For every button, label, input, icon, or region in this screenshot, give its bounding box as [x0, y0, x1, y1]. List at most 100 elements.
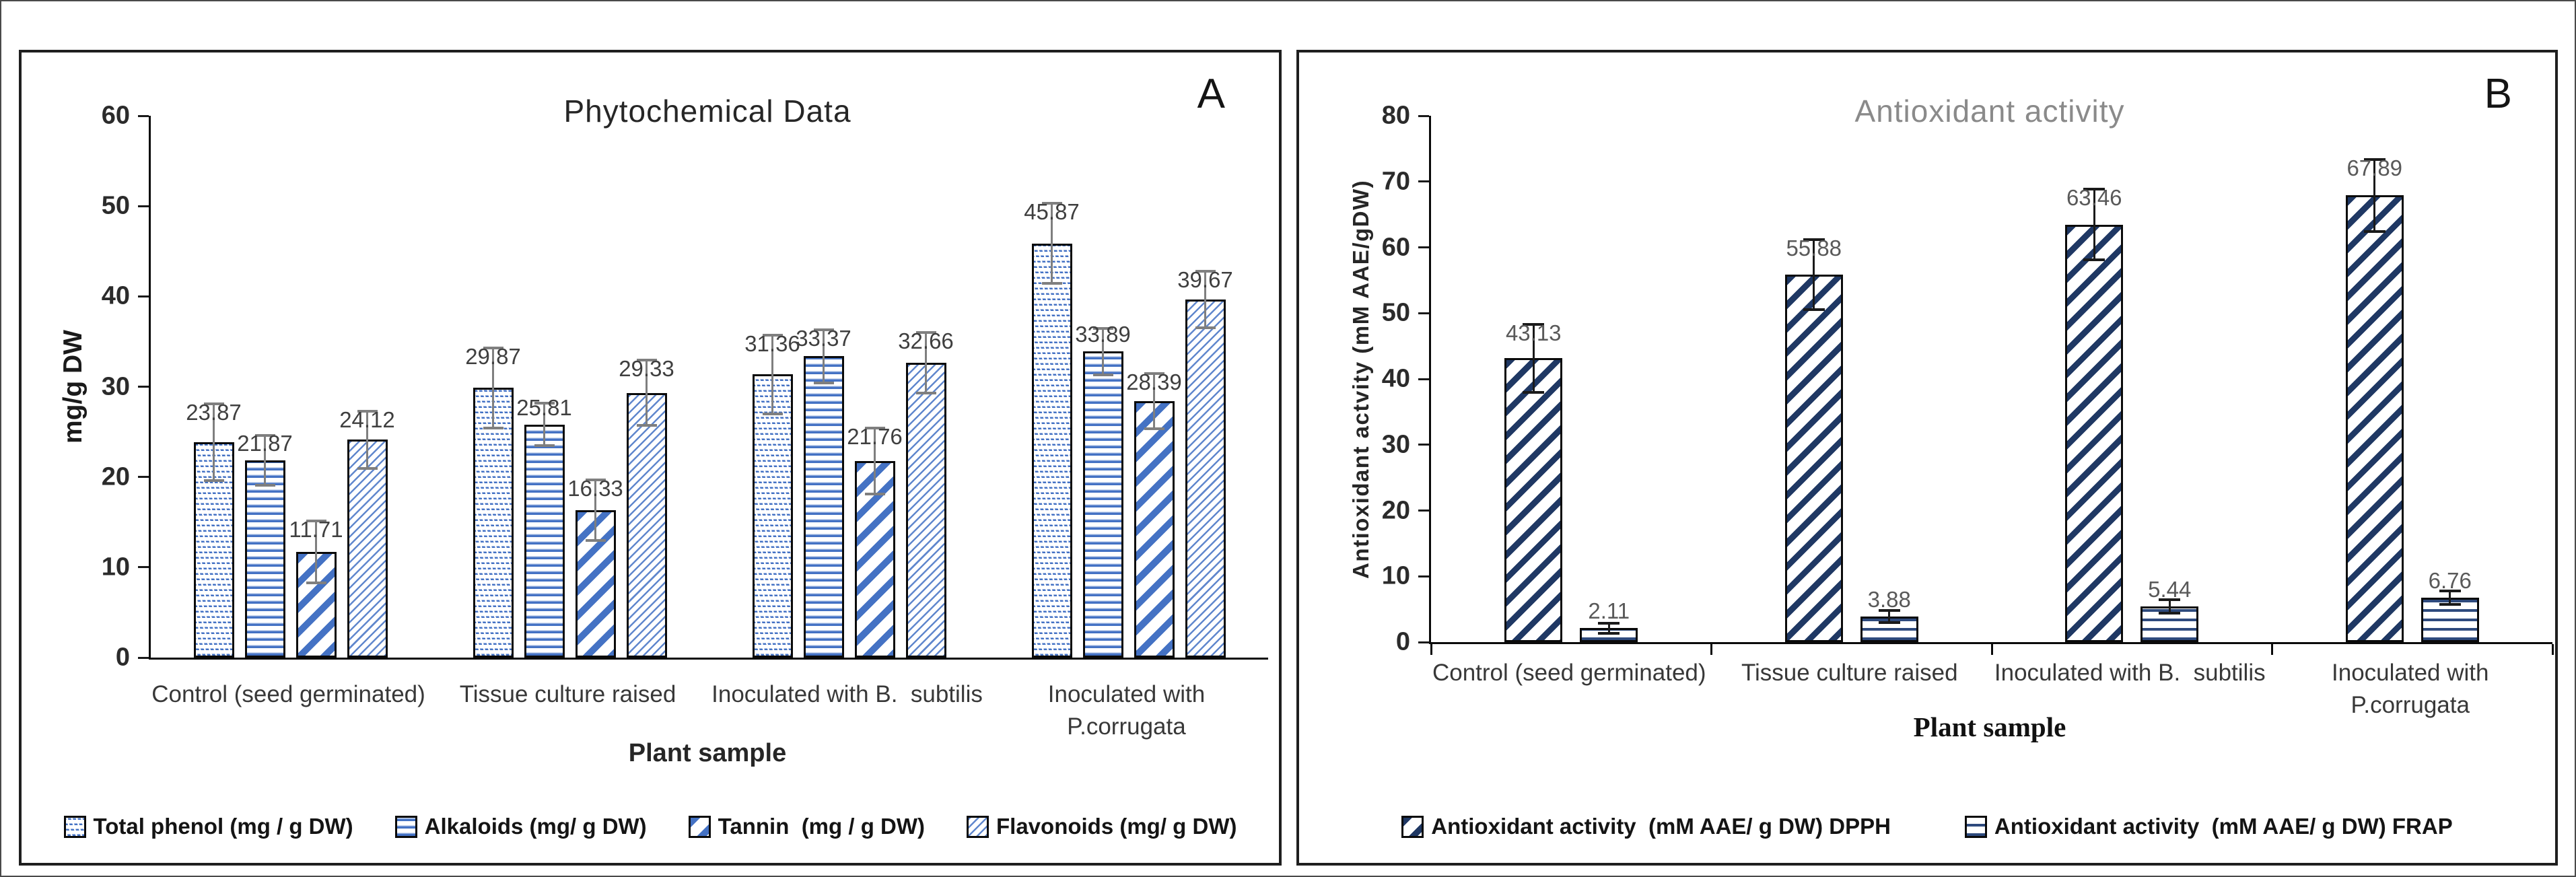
- bar-hlines: [803, 356, 844, 658]
- bar-cell: 67.89: [2345, 116, 2404, 642]
- legend-key-icon: [394, 815, 417, 838]
- bar-cell: 33.37: [796, 116, 851, 658]
- panel-letter-a: A: [1197, 71, 1225, 117]
- error-bar-line: [823, 328, 825, 384]
- error-bar-line: [1153, 372, 1155, 431]
- y-tick: [1418, 510, 1429, 512]
- y-tick-label: 70: [1381, 167, 1410, 196]
- plot-area: 23.87 21.87 11.71 24.12 29.87 25.81 16.33 29.33…: [149, 116, 1268, 660]
- bar-diag-thin: [347, 440, 388, 658]
- value-label: 16.33: [567, 475, 623, 501]
- bar-cell: 55.88: [1784, 116, 1843, 642]
- error-bar-line: [925, 330, 927, 394]
- error-bar-cap: [813, 381, 834, 384]
- y-axis: 0 10 20 30 40 50 60: [22, 102, 149, 672]
- error-bar-cap: [915, 330, 936, 334]
- legend-label: Alkaloids (mg/ g DW): [424, 814, 647, 839]
- error-bar-line: [315, 519, 317, 585]
- y-tick-label: 40: [101, 281, 130, 310]
- error-bar-cap: [636, 424, 657, 427]
- legend-item: Antioxidant activity (mM AAE/ g DW) FRAP: [1964, 814, 2453, 839]
- error-bar-cap: [306, 582, 326, 585]
- value-label: 45.87: [1024, 199, 1080, 224]
- error-bar-cap: [2159, 598, 2181, 602]
- value-label: 28.39: [1126, 370, 1182, 395]
- error-bar-line: [1051, 201, 1053, 285]
- value-label: 33.89: [1075, 322, 1131, 347]
- error-bar-line: [1532, 322, 1535, 394]
- category-label: Inoculated with B. subtilis: [711, 681, 983, 707]
- error-bar-cap: [534, 402, 555, 405]
- error-bar-line: [771, 333, 773, 415]
- bar-cell: 23.87: [186, 116, 242, 658]
- value-label: 21.87: [237, 430, 293, 456]
- error-bar-cap: [1041, 201, 1062, 205]
- error-bar-line: [543, 402, 545, 448]
- bar-diag-navy: [1504, 358, 1563, 642]
- category-label: Inoculated with P.corrugata: [1047, 681, 1206, 740]
- error-bar-line: [646, 358, 648, 427]
- bar-wave: [752, 374, 793, 658]
- legend-label: Total phenol (mg / g DW): [93, 814, 353, 839]
- error-bar-line: [1204, 269, 1206, 330]
- x-axis-title: Plant sample: [1913, 711, 2066, 742]
- bar-hlines: [1082, 351, 1123, 658]
- value-label: 29.33: [619, 355, 674, 381]
- bar-cell: 25.81: [516, 116, 572, 658]
- x-tick: [2551, 644, 2554, 655]
- error-bar-cap: [254, 433, 275, 437]
- bar-cell: 31.36: [744, 116, 800, 658]
- value-label: 43.13: [1505, 320, 1562, 345]
- bar-cell: 21.87: [237, 116, 293, 658]
- error-bar-cap: [864, 427, 885, 430]
- chart-title: Phytochemical Data: [563, 94, 851, 129]
- error-bar-line: [874, 427, 876, 496]
- bar-group: 55.88 3.88: [1712, 116, 1992, 642]
- error-bar-cap: [2363, 230, 2386, 234]
- legend-label: Tannin (mg / g DW): [718, 814, 925, 839]
- bar-cell: 3.88: [1860, 116, 1918, 642]
- error-bar-cap: [762, 412, 783, 415]
- y-tick: [138, 295, 149, 297]
- y-tick-label: 0: [1395, 627, 1410, 656]
- error-bar-line: [1102, 327, 1104, 376]
- y-tick: [138, 656, 149, 659]
- y-tick-label: 60: [101, 101, 130, 130]
- error-bar-cap: [1523, 322, 1545, 326]
- bar-cell: 11.71: [289, 116, 343, 658]
- bar-cell: 16.33: [567, 116, 623, 658]
- error-bar-cap: [2159, 611, 2181, 615]
- error-bar-line: [1607, 621, 1610, 635]
- value-label: 5.44: [2148, 576, 2192, 602]
- bar-group: 45.87 33.89 28.39 39.67: [989, 116, 1268, 658]
- x-tick: [1990, 644, 1993, 655]
- panel-letter-b: B: [2484, 71, 2512, 117]
- value-label: 67.89: [2346, 155, 2403, 180]
- value-label: 32.66: [898, 328, 954, 353]
- y-tick-label: 0: [115, 643, 130, 672]
- error-bar-cap: [254, 483, 275, 487]
- value-label: 33.37: [796, 325, 851, 351]
- value-label: 63.46: [2066, 184, 2122, 210]
- legend-key-icon: [63, 815, 86, 838]
- y-axis: 0 10 20 30 40 50 60 70 80: [1299, 102, 1429, 656]
- category-label: Tissue culture raised: [1741, 660, 1958, 686]
- error-bar-cap: [813, 328, 834, 331]
- plot-area: 43.13 2.11 55.88 3.88 63.46 5.44 67.89 6.76: [1429, 116, 2554, 655]
- error-bar-cap: [1598, 621, 1620, 625]
- error-bar-line: [2373, 157, 2376, 234]
- chart-title: Antioxidant activity: [1854, 94, 2125, 129]
- error-bar-cap: [1144, 427, 1164, 431]
- y-tick-label: 30: [1381, 430, 1410, 459]
- value-label: 11.71: [289, 516, 343, 542]
- error-bar-cap: [1878, 621, 1900, 624]
- bar-diag-navy: [2345, 195, 2404, 642]
- legend-label: Flavonoids (mg/ g DW): [996, 814, 1237, 839]
- error-bar-cap: [1523, 391, 1545, 394]
- bar-cell: 24.12: [339, 116, 395, 658]
- bar-cell: 29.33: [619, 116, 674, 658]
- bar-cell: 29.87: [465, 116, 521, 658]
- y-tick: [138, 566, 149, 569]
- legend-key-icon: [1401, 815, 1424, 838]
- category-label: Inoculated with B. subtilis: [1994, 660, 2266, 686]
